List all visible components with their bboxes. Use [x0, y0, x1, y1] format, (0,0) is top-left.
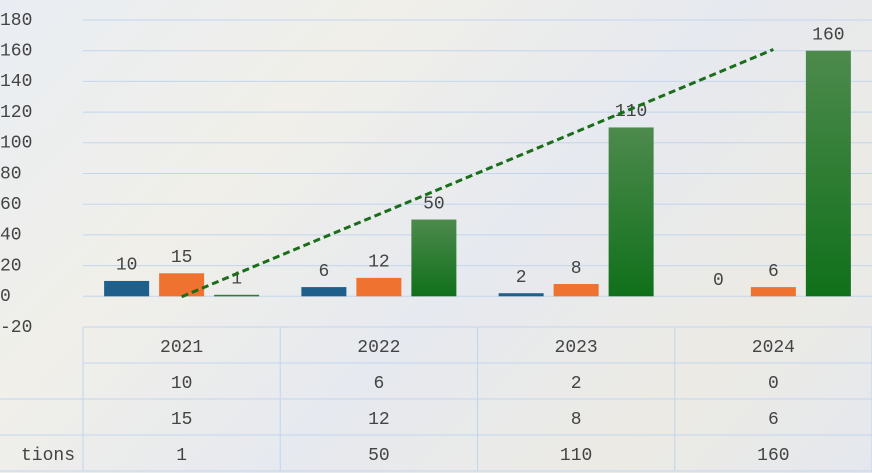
y-tick-label: 80 — [0, 164, 22, 184]
bar — [411, 220, 456, 297]
data-label: 50 — [423, 194, 445, 214]
bar — [301, 287, 346, 296]
data-label: 8 — [571, 259, 582, 279]
y-tick-label: 180 — [0, 11, 32, 31]
data-label: 6 — [768, 262, 779, 282]
bar — [554, 284, 599, 296]
chart: -200204060801001201401601801062015128615… — [0, 0, 872, 473]
table-cell: 10 — [171, 374, 193, 394]
slide: -200204060801001201401601801062015128615… — [0, 0, 872, 473]
data-label: 6 — [318, 262, 329, 282]
table-cell: 160 — [757, 446, 789, 466]
bar — [356, 278, 401, 296]
table-header: 2024 — [752, 338, 795, 358]
table-cell: 110 — [560, 446, 592, 466]
y-tick-label: 0 — [0, 287, 11, 307]
table-cell: 2 — [571, 374, 582, 394]
y-tick-label: 140 — [0, 72, 32, 92]
bar — [499, 293, 544, 296]
y-tick-label: 20 — [0, 256, 22, 276]
data-label: 2 — [516, 268, 527, 288]
y-tick-label: 100 — [0, 134, 32, 154]
series-name: tions — [21, 446, 75, 466]
table-cell: 1 — [176, 446, 187, 466]
table-header: 2022 — [357, 338, 400, 358]
bar — [751, 287, 796, 296]
table-header: 2021 — [160, 338, 203, 358]
y-tick-label: 120 — [0, 103, 32, 123]
table-cell: 50 — [368, 446, 390, 466]
data-label: 10 — [116, 256, 138, 276]
bar — [159, 273, 204, 296]
table-cell: 12 — [368, 410, 390, 430]
y-tick-label: 40 — [0, 226, 22, 246]
y-tick-label: 60 — [0, 195, 22, 215]
data-label: 0 — [713, 271, 724, 291]
table-cell: 6 — [373, 374, 384, 394]
bar — [609, 127, 654, 296]
bar — [214, 295, 259, 297]
table-cell: 6 — [768, 410, 779, 430]
bar — [104, 281, 149, 296]
table-cell: 8 — [571, 410, 582, 430]
table-header: 2023 — [555, 338, 598, 358]
table-cell: 0 — [768, 374, 779, 394]
data-label: 12 — [368, 253, 390, 273]
table-cell: 15 — [171, 410, 193, 430]
y-tick-label: 160 — [0, 41, 32, 61]
bar — [806, 51, 851, 297]
y-tick-label: -20 — [0, 318, 32, 338]
data-label: 160 — [812, 25, 844, 45]
data-label: 15 — [171, 248, 193, 268]
